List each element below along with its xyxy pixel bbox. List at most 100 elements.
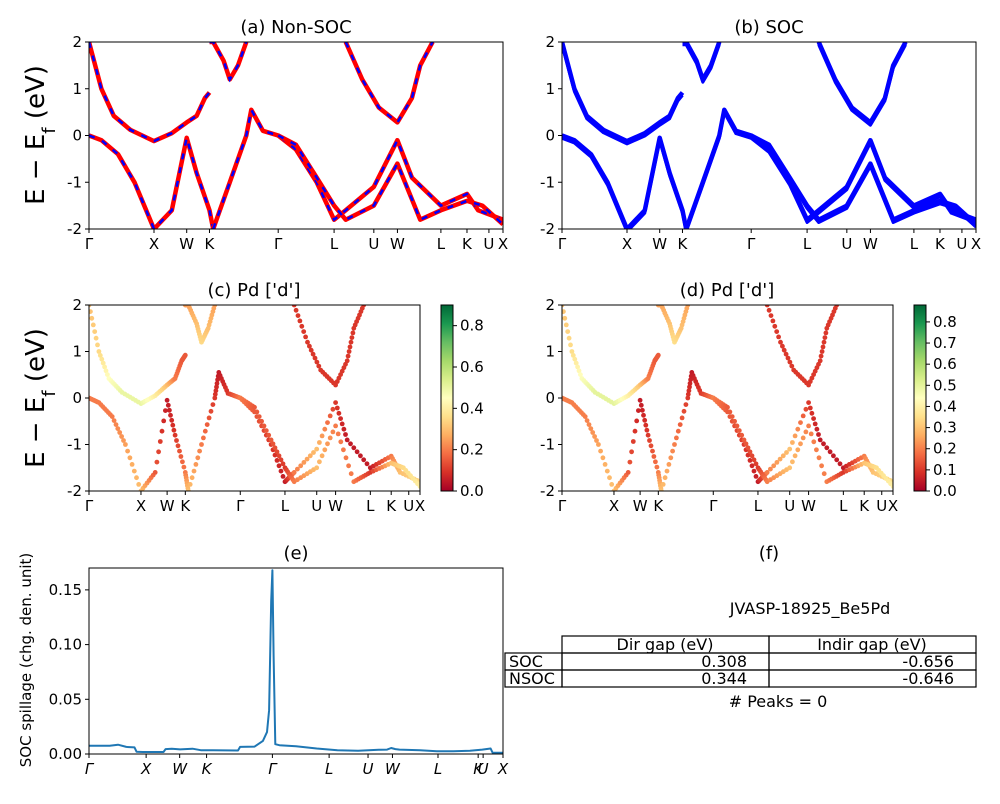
projection-point xyxy=(607,475,612,481)
panel-a-xtick-label: X xyxy=(149,235,159,253)
projection-point xyxy=(96,349,102,354)
table-cell-nsoc-indir: -0.646 xyxy=(902,669,954,688)
panel-d-xtick-label: U xyxy=(876,497,887,515)
projection-point xyxy=(651,454,657,459)
projection-point xyxy=(263,428,269,433)
panel-a-ytick-label: 2 xyxy=(72,33,82,51)
projection-point xyxy=(348,441,353,447)
projection-point xyxy=(821,471,827,477)
projection-point xyxy=(346,463,351,469)
projection-point xyxy=(578,372,583,377)
projection-point xyxy=(111,418,117,423)
projection-point xyxy=(638,402,644,408)
projection-point xyxy=(780,453,786,459)
projection-point xyxy=(276,463,282,469)
projection-point xyxy=(259,418,264,424)
projection-point xyxy=(314,446,320,452)
projection-point xyxy=(291,305,297,308)
projection-point xyxy=(749,463,755,469)
panel-a-xtick-label: W xyxy=(390,235,405,253)
band-line-soc-split xyxy=(682,43,721,84)
projection-point xyxy=(770,318,776,324)
projection-point xyxy=(174,438,179,443)
projection-point xyxy=(629,449,634,455)
projection-point xyxy=(642,417,648,423)
projection-point xyxy=(803,429,809,435)
panel-d-xtick-label: L xyxy=(754,497,763,515)
projection-point xyxy=(789,363,795,369)
panel-e-xtick-label: W xyxy=(385,760,401,778)
projection-point xyxy=(816,455,822,461)
panel-b-ytick-label: 2 xyxy=(545,33,555,51)
panel-b-xtick-label: Γ xyxy=(558,235,567,253)
panel-c-xtick-label: L xyxy=(366,497,375,515)
panel-e-frame xyxy=(88,567,504,755)
projection-point xyxy=(172,432,178,438)
panel-e: (e) SOC spillage (chg. den. unit) 0.00 0.… xyxy=(17,543,509,778)
projection-point xyxy=(632,428,638,434)
projection-point xyxy=(573,360,579,366)
band-line-nonsoc-dashed xyxy=(344,42,434,125)
projection-point xyxy=(316,363,322,369)
projection-point xyxy=(687,384,692,390)
projection-point xyxy=(136,482,142,487)
projection-point xyxy=(347,344,353,350)
projection-point xyxy=(346,349,352,354)
projection-point xyxy=(339,421,345,427)
panel-a-title: (a) Non-SOC xyxy=(240,17,351,38)
colorbar-tick-label: 0.8 xyxy=(460,317,484,335)
projection-point xyxy=(182,352,188,358)
panel-b-xtick-label: X xyxy=(971,235,981,253)
projection-point xyxy=(584,418,590,423)
projection-point xyxy=(167,407,172,413)
projection-point xyxy=(732,418,737,424)
panel-a-xtick-label: U xyxy=(483,235,494,253)
projection-point xyxy=(317,440,322,445)
projection-point xyxy=(753,461,759,467)
projection-point xyxy=(817,437,823,443)
projection-point xyxy=(566,335,572,341)
projection-point xyxy=(89,315,95,321)
projection-point xyxy=(576,368,582,374)
projection-point xyxy=(312,355,318,361)
projection-point xyxy=(322,447,328,453)
projection-point xyxy=(333,423,338,429)
projection-point xyxy=(743,441,749,447)
projection-point xyxy=(821,339,827,345)
projection-point xyxy=(650,448,655,454)
panel-e-xtick-label: X xyxy=(140,760,152,778)
projection-point xyxy=(586,422,592,427)
projection-point xyxy=(301,460,307,465)
table-header-dir-gap: Dir gap (eV) xyxy=(617,635,714,654)
projection-point xyxy=(361,457,367,463)
panel-e-xtick-label: K xyxy=(202,760,213,778)
band-line-nonsoc-dashed xyxy=(89,42,211,143)
projection-point xyxy=(753,474,759,479)
projection-point xyxy=(92,329,98,334)
band-line-nonsoc xyxy=(343,42,435,125)
projection-point xyxy=(772,323,778,329)
table-cell-nsoc-dir: 0.344 xyxy=(701,669,747,688)
panel-d-xtick-label: W xyxy=(633,497,648,515)
panel-a-xtick-label: K xyxy=(205,235,216,253)
projection-point xyxy=(766,307,772,313)
projection-point xyxy=(819,349,825,354)
panel-d-ytick-label: -1 xyxy=(540,436,555,454)
colorbar-tick-label: 0.5 xyxy=(933,376,957,394)
panel-e-xtick-label: W xyxy=(172,760,188,778)
projection-point xyxy=(170,422,176,428)
projection-point xyxy=(688,377,693,383)
spillage-line xyxy=(89,569,503,754)
projection-point xyxy=(820,344,826,350)
projection-point xyxy=(890,484,893,489)
projection-point xyxy=(212,305,218,308)
band-line-soc-split xyxy=(562,44,684,146)
projection-point xyxy=(598,448,603,454)
projection-point xyxy=(664,468,670,474)
projection-point xyxy=(745,445,751,451)
panel-c-xtick-label: K xyxy=(180,497,191,515)
projection-point xyxy=(774,460,780,465)
projection-point xyxy=(105,372,110,377)
